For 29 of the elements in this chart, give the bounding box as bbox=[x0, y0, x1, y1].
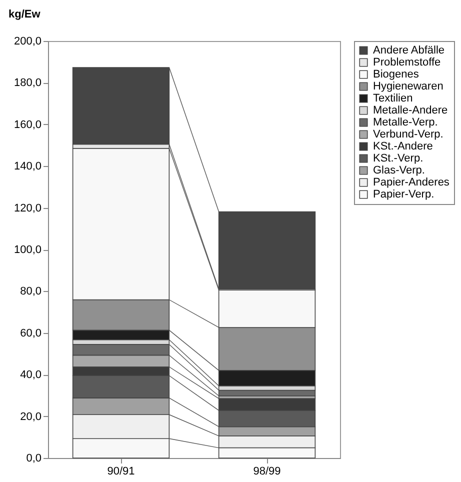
x-tick-label: 90/91 bbox=[107, 466, 135, 478]
y-tick-label: 120,0 bbox=[14, 202, 42, 214]
legend-label: Papier-Anderes bbox=[373, 176, 450, 188]
y-tick-label: 0,0 bbox=[26, 452, 42, 464]
y-tick-label: 20,0 bbox=[20, 410, 42, 423]
y-tick-label: 160,0 bbox=[14, 118, 42, 131]
legend-label: KSt.-Verp. bbox=[373, 152, 424, 164]
y-tick-label: 100,0 bbox=[14, 244, 42, 256]
legend-label: Metalle-Verp. bbox=[373, 116, 438, 128]
legend-label: KSt.-Andere bbox=[373, 140, 433, 152]
y-tick-label: 80,0 bbox=[20, 286, 42, 298]
legend-label: Andere Abfälle bbox=[373, 44, 445, 56]
x-tick-label: 98/99 bbox=[253, 466, 281, 478]
legend-label: Biogenes bbox=[373, 68, 420, 80]
y-tick-label: 140,0 bbox=[14, 160, 42, 173]
y-tick-label: 60,0 bbox=[20, 327, 42, 340]
legend-label: Papier-Verp. bbox=[373, 188, 434, 200]
y-tick-label: 180,0 bbox=[14, 77, 42, 90]
y-tick-label: 40,0 bbox=[20, 369, 42, 382]
bar bbox=[72, 67, 170, 145]
legend-label: Glas-Verp. bbox=[373, 164, 425, 176]
legend-label: Problemstoffe bbox=[373, 56, 441, 68]
bar bbox=[218, 390, 316, 396]
y-tick-label: 200,0 bbox=[14, 36, 42, 48]
legend-label: Verbund-Verp. bbox=[373, 128, 444, 140]
y-axis-title: kg/Ew bbox=[8, 8, 41, 20]
legend-label: Textilien bbox=[373, 92, 413, 104]
legend-label: Hygienewaren bbox=[373, 80, 444, 92]
legend-label: Metalle-Andere bbox=[373, 104, 448, 116]
